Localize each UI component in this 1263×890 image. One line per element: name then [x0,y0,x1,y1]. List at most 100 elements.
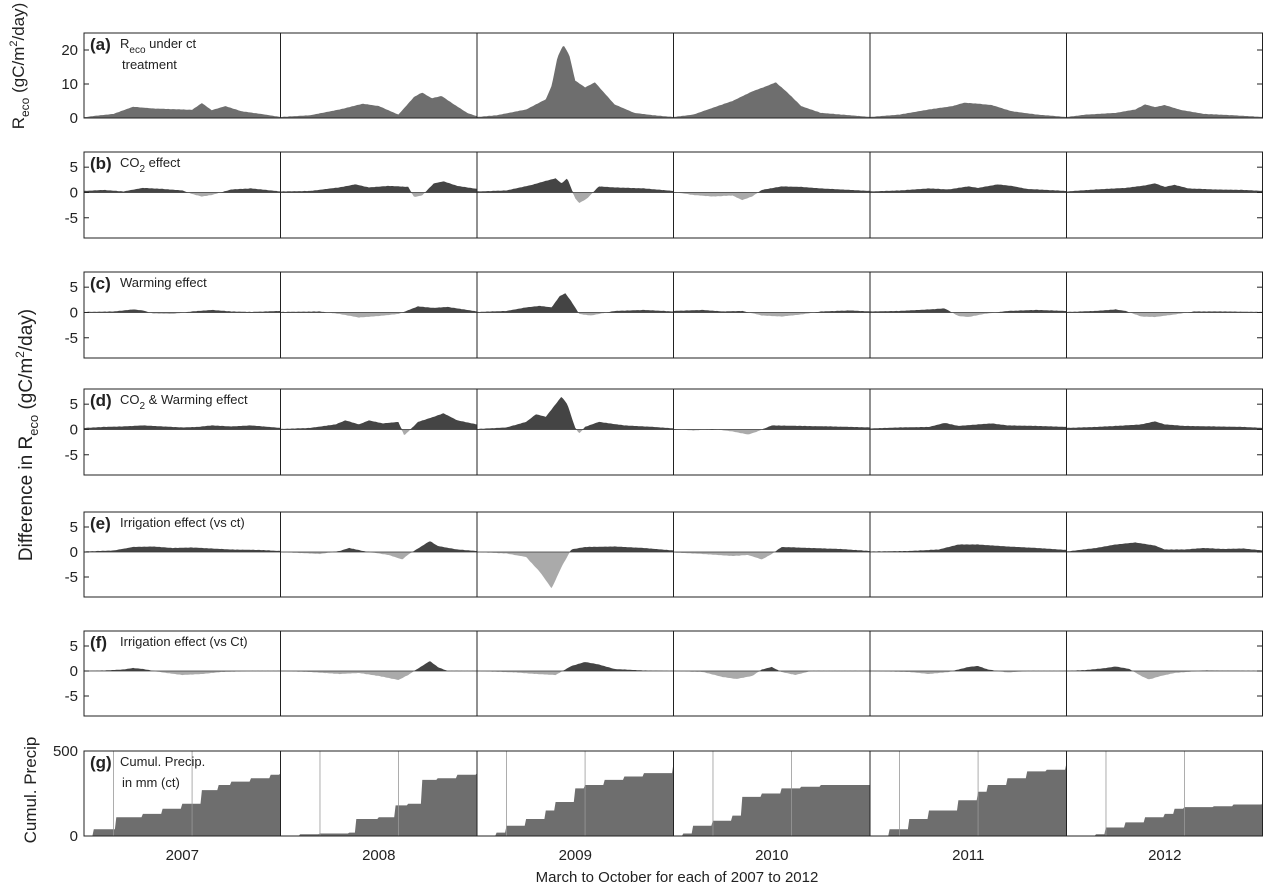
area-positive-2007 [84,425,281,430]
ytick-label: -5 [65,330,78,347]
area-negative-2011 [870,671,1067,674]
ytick-label: 10 [61,76,78,93]
area-positive-2012 [1066,542,1263,552]
area-negative-2007 [84,192,281,197]
area-negative-2010 [673,552,870,560]
ytick-label: 0 [70,184,78,201]
area-positive-2011 [870,184,1067,193]
area-negative-2008 [280,552,477,560]
area-negative-2009 [477,671,674,676]
panel-label: (d) [90,391,112,410]
panel-label: (f) [90,633,107,652]
ylabel-reco-sub: eco [18,97,32,117]
ylabel-precip: Cumul. Precip [21,737,40,844]
area-positive-2012 [1066,666,1263,671]
area-positive-2009 [477,546,674,552]
year-label-2011: 2011 [952,847,984,864]
panel-title: CO2 & Warming effect [120,392,248,412]
area-positive-2009 [477,662,674,671]
area-series-2009 [477,762,674,836]
area-negative-2010 [673,671,870,679]
ylabel-reco-main: R [9,117,28,129]
area-positive-2011 [870,423,1067,430]
area-positive-2007 [84,667,281,671]
area-negative-2008 [280,312,477,318]
area-series-2007 [84,773,281,836]
area-positive-2010 [673,309,870,313]
area-positive-2011 [870,666,1067,671]
area-positive-2012 [1066,421,1263,430]
area-positive-2010 [673,666,870,671]
ylabel-diff-sub: eco [26,415,41,436]
area-positive-2008 [280,541,477,552]
area-positive-2008 [280,413,477,430]
panel-title: Cumul. Precip. [120,754,205,769]
area-series-2011 [870,102,1067,118]
area-positive-2010 [673,547,870,552]
panel-d: -5 0 5 (d) CO2 & Warming effect [65,388,1263,476]
ylabel-diff-sup: 2 [13,351,27,358]
area-negative-2009 [477,312,674,316]
area-positive-2011 [870,308,1067,313]
panel-label: (e) [90,514,111,533]
year-label-2007: 2007 [166,847,199,864]
ytick-label: -5 [65,688,78,705]
panel-label: (c) [90,274,111,293]
panel-b: -5 0 5 (b) CO2 effect [65,151,1263,239]
ylabel-diff-main: Difference in R [16,436,37,561]
panel-label: (g) [90,753,112,772]
ytick-label: -5 [65,210,78,227]
ytick-label: 0 [70,828,78,845]
area-positive-2010 [673,425,870,430]
ytick-label: -5 [65,447,78,464]
ytick-label: 0 [70,421,78,438]
year-label-2009: 2009 [559,847,592,864]
ylabel-difference: Difference in Reco (gC/m2/day) [13,309,41,561]
ytick-label: 5 [70,279,78,296]
ytick-label: 0 [70,544,78,561]
ytick-label: 0 [70,304,78,321]
area-negative-2008 [280,429,477,435]
year-label-2010: 2010 [755,847,788,864]
ytick-label: 5 [70,519,78,536]
ytick-label: 20 [61,42,78,59]
ytick-label: 5 [70,638,78,655]
panel-title: Reco under ct [120,36,196,56]
ylabel-reco-units: (gC/m [9,47,28,98]
area-positive-2009 [477,178,674,193]
panel-title-line2: in mm (ct) [122,775,180,790]
area-series-2008 [280,92,477,118]
panel-title: Irrigation effect (vs ct) [120,515,245,530]
panel-title: CO2 effect [120,155,181,175]
panel-label: (a) [90,35,111,54]
area-negative-2008 [280,192,477,197]
area-negative-2009 [477,429,674,434]
area-series-2007 [84,103,281,118]
ylabel-diff-units: (gC/m [16,358,37,415]
area-negative-2009 [477,192,674,203]
panel-e: -5 0 5 (e) Irrigation effect (vs ct) [65,511,1263,598]
area-series-2010 [673,785,870,836]
area-negative-2008 [280,671,477,680]
ylabel-reco: Reco (gC/m2/day) [8,3,32,130]
area-positive-2012 [1066,183,1263,193]
panel-title-line2: treatment [122,57,177,72]
area-negative-2012 [1066,671,1263,680]
area-series-2012 [1066,104,1263,118]
area-positive-2007 [84,546,281,552]
ytick-label: 500 [53,743,78,760]
area-positive-2008 [280,661,477,671]
area-negative-2011 [870,312,1067,317]
area-positive-2008 [280,181,477,193]
ylabel-reco-sup: 2 [8,41,20,47]
area-negative-2009 [477,552,674,589]
xlabel: March to October for each of 2007 to 201… [536,869,819,886]
area-negative-2010 [673,429,870,435]
panel-title: Warming effect [120,275,207,290]
year-label-2008: 2008 [362,847,395,864]
area-positive-2009 [477,293,674,313]
area-negative-2010 [673,312,870,317]
